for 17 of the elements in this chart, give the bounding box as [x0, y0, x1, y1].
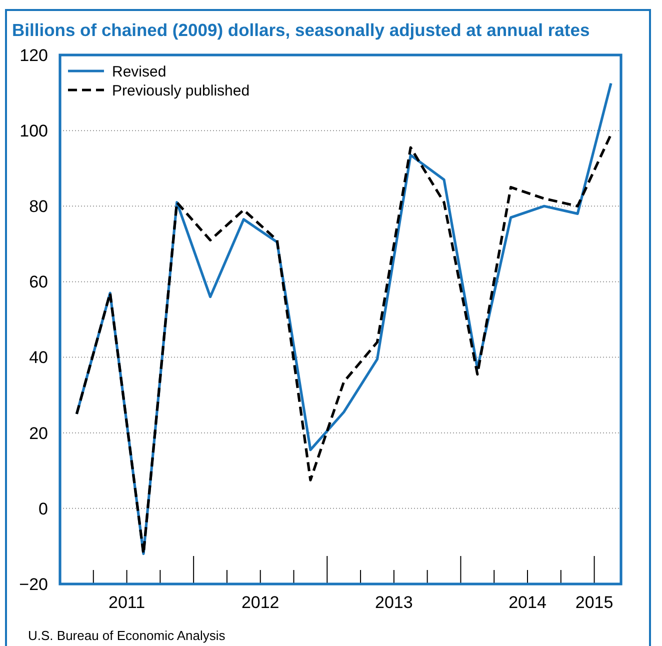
text: U.S. Bureau of Economic Analysis: [28, 628, 226, 643]
y-tick-label: 0: [38, 499, 48, 518]
y-tick-label: 40: [29, 348, 48, 368]
legend-label: Previously published: [112, 82, 250, 100]
x-tick-label: 2015: [575, 593, 614, 612]
y-tick-label: 60: [29, 272, 48, 292]
legend-label: Revised: [112, 63, 166, 80]
x-tick-label: 2012: [241, 593, 280, 612]
chart-title: Billions of chained (2009) dollars, seasonally adjusted at annual rates: [12, 20, 590, 40]
x-tick-label: 2011: [108, 593, 146, 612]
y-tick-label: 120: [20, 46, 48, 65]
y-tick-label: 100: [20, 122, 48, 141]
y-tick-label: −20: [19, 574, 48, 594]
x-tick-label: 2014: [508, 593, 546, 612]
y-tick-label: 80: [29, 197, 48, 216]
y-tick-label: 20: [29, 424, 48, 443]
x-tick-label: 2013: [375, 593, 413, 612]
